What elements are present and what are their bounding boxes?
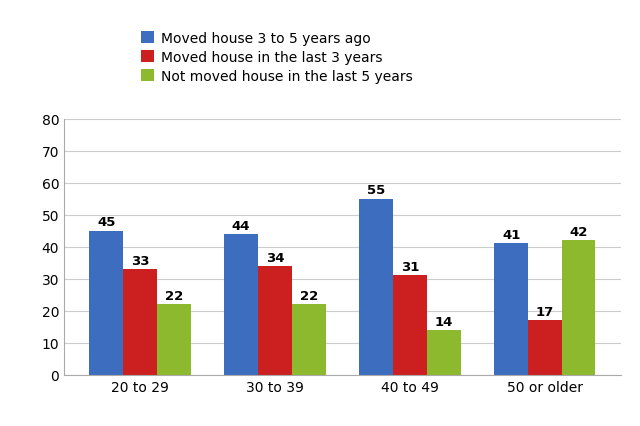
Bar <box>494 244 528 375</box>
Text: 45: 45 <box>97 216 115 229</box>
Text: 17: 17 <box>536 305 554 318</box>
Bar <box>224 234 258 375</box>
Text: 42: 42 <box>570 225 588 239</box>
Text: 31: 31 <box>401 261 419 273</box>
Text: 41: 41 <box>502 229 520 242</box>
Bar <box>562 241 595 375</box>
Bar <box>123 270 157 375</box>
Legend: Moved house 3 to 5 years ago, Moved house in the last 3 years, Not moved house i: Moved house 3 to 5 years ago, Moved hous… <box>138 29 416 86</box>
Text: 14: 14 <box>435 315 453 328</box>
Text: 33: 33 <box>131 254 149 267</box>
Text: 22: 22 <box>164 289 183 302</box>
Bar <box>427 330 461 375</box>
Text: 55: 55 <box>367 184 385 197</box>
Text: 34: 34 <box>266 251 284 264</box>
Bar <box>292 305 326 375</box>
Text: 44: 44 <box>232 219 250 232</box>
Bar <box>258 266 292 375</box>
Bar <box>528 320 562 375</box>
Bar <box>359 199 393 375</box>
Text: 22: 22 <box>300 289 318 302</box>
Bar <box>157 305 191 375</box>
Bar <box>90 231 123 375</box>
Bar <box>393 276 427 375</box>
